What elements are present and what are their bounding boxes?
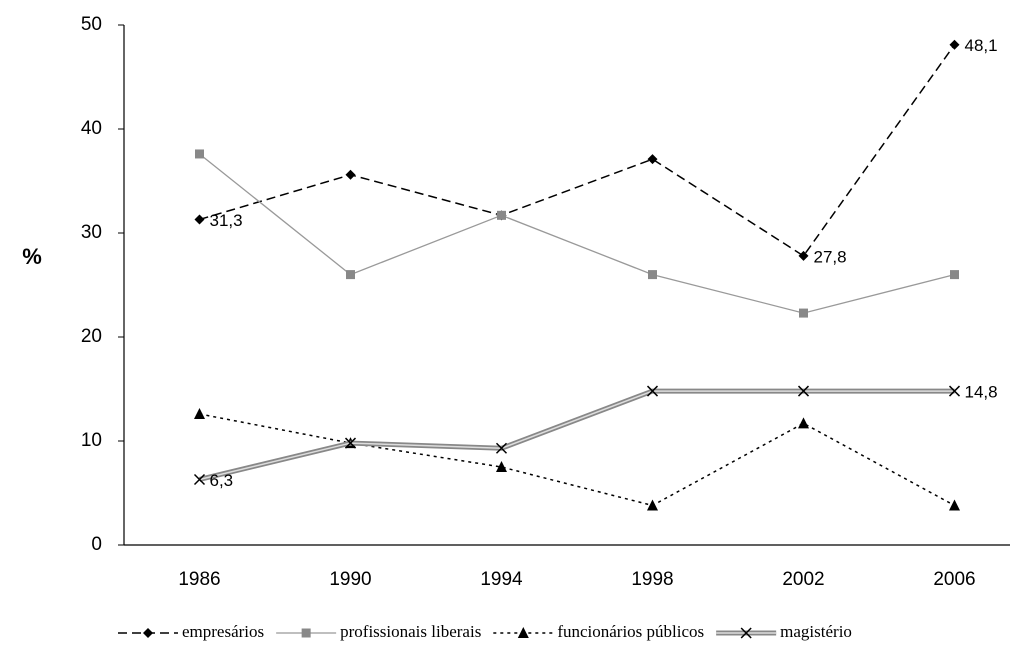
legend-label: magistério xyxy=(780,622,852,641)
marker xyxy=(194,407,205,419)
x-tick-label: 2006 xyxy=(933,569,975,590)
data-label: 14,8 xyxy=(965,383,998,402)
y-tick-label: 0 xyxy=(91,534,102,555)
x-tick-label: 1994 xyxy=(480,569,523,590)
legend-label: profissionais liberais xyxy=(340,622,481,641)
series-line xyxy=(198,388,955,482)
marker xyxy=(740,627,752,639)
x-tick-label: 1998 xyxy=(631,569,673,590)
marker xyxy=(345,169,356,180)
marker xyxy=(949,499,960,511)
marker xyxy=(646,385,659,397)
marker xyxy=(647,499,658,511)
data-label: 31,3 xyxy=(210,211,243,230)
marker xyxy=(195,149,204,159)
marker xyxy=(496,461,507,472)
marker xyxy=(497,210,506,220)
y-tick-label: 50 xyxy=(81,14,102,35)
marker xyxy=(949,39,960,50)
marker xyxy=(797,385,810,397)
marker xyxy=(344,437,357,449)
marker xyxy=(948,385,961,397)
series-line xyxy=(199,153,955,314)
y-tick-label: 30 xyxy=(81,222,102,243)
series-line xyxy=(199,413,955,507)
x-tick-label: 1986 xyxy=(178,569,220,590)
marker xyxy=(798,417,809,429)
marker xyxy=(193,473,206,486)
y-tick-label: 20 xyxy=(81,326,102,347)
marker xyxy=(647,154,658,165)
x-tick-label: 1990 xyxy=(329,569,371,590)
marker xyxy=(798,250,809,261)
marker xyxy=(143,628,153,638)
data-label: 27,8 xyxy=(814,247,847,266)
y-axis-label: % xyxy=(22,244,42,269)
marker xyxy=(301,628,311,638)
y-tick-label: 40 xyxy=(81,118,102,139)
data-label: 6,3 xyxy=(210,471,234,490)
marker xyxy=(346,270,355,280)
data-label: 48,1 xyxy=(965,36,998,55)
legend-label: empresários xyxy=(182,622,264,641)
x-tick-label: 2002 xyxy=(782,569,824,590)
marker xyxy=(648,270,657,280)
marker xyxy=(799,308,808,318)
marker xyxy=(950,270,959,280)
marker xyxy=(517,627,529,638)
y-tick-label: 10 xyxy=(81,430,102,451)
marker xyxy=(194,214,205,225)
legend-label: funcionários públicos xyxy=(557,622,704,641)
series-line-inner xyxy=(199,390,955,481)
marker xyxy=(495,442,508,454)
series-line xyxy=(199,44,956,257)
